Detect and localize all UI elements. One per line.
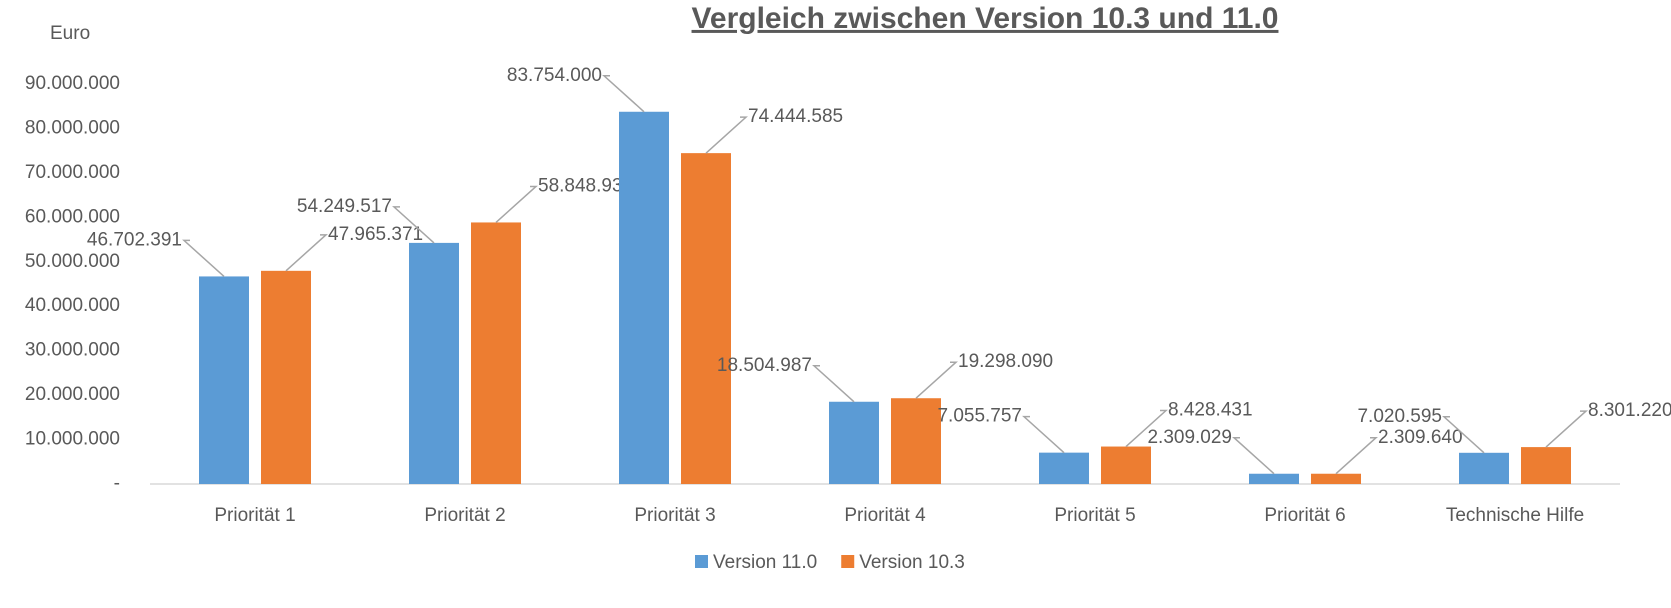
x-tick-label: Priorität 2 [424,505,505,526]
data-label: 8.301.220 [1588,400,1671,421]
y-tick-label: 40.000.000 [25,295,120,316]
bar [619,111,669,484]
leader-line [812,365,855,403]
data-label: 74.444.585 [748,106,843,127]
legend-label: Version 10.3 [859,552,965,573]
data-label: 58.848.939 [538,175,633,196]
bar [681,153,731,484]
y-tick-label: 90.000.000 [25,73,120,94]
leader-line [1335,436,1378,475]
bar [891,398,941,484]
y-axis-label: Euro [50,23,90,44]
y-tick-label: 80.000.000 [25,117,120,138]
leader-line [602,75,645,113]
y-tick-label: 60.000.000 [25,206,120,227]
bar [199,276,249,484]
data-label: 83.754.000 [507,65,602,86]
x-tick-label: Priorität 4 [844,505,926,526]
bar [409,242,459,484]
data-label: 46.702.391 [87,229,182,250]
leader-line [285,234,328,272]
x-tick-label: Priorität 3 [634,505,715,526]
data-label: 18.504.987 [717,355,812,376]
data-label: 2.309.029 [1147,427,1232,448]
legend-swatch [695,555,708,568]
y-tick-label: - [114,473,120,494]
data-label: 54.249.517 [297,196,392,217]
bar [261,270,311,484]
data-label: 19.298.090 [958,351,1053,372]
leader-line [705,116,748,154]
leader-line [392,206,435,244]
x-tick-label: Priorität 1 [214,505,295,526]
bar [471,222,521,484]
data-label: 2.309.640 [1378,427,1463,448]
data-label: 47.965.371 [328,224,423,245]
bar [829,401,879,484]
bar [1249,473,1299,484]
y-tick-label: 30.000.000 [25,340,120,361]
data-label: 8.428.431 [1168,400,1253,421]
leader-line [495,185,538,224]
bar [1459,452,1509,484]
bar [1039,452,1089,484]
legend-swatch [841,555,855,568]
leader-line [182,239,225,277]
y-tick-label: 20.000.000 [25,384,120,405]
data-label: 7.055.757 [937,406,1022,427]
y-tick-label: 70.000.000 [25,162,120,183]
chart-title: Vergleich zwischen Version 10.3 und 11.0 [692,2,1279,35]
x-tick-label: Priorität 5 [1054,505,1135,526]
bar [1101,446,1151,484]
bar [1521,447,1571,484]
legend-label: Version 11.0 [713,552,817,573]
leader-line [1442,416,1485,454]
y-tick-label: 50.000.000 [25,251,120,272]
data-label: 7.020.595 [1357,406,1442,427]
leader-line [1232,436,1275,475]
leader-line [1125,409,1168,448]
leader-line [915,361,958,399]
y-tick-label: 10.000.000 [25,429,120,450]
x-tick-label: Technische Hilfe [1446,505,1584,526]
bar [1311,473,1361,484]
leader-line [1022,415,1065,454]
leader-line [1545,410,1588,448]
x-tick-label: Priorität 6 [1264,505,1345,526]
